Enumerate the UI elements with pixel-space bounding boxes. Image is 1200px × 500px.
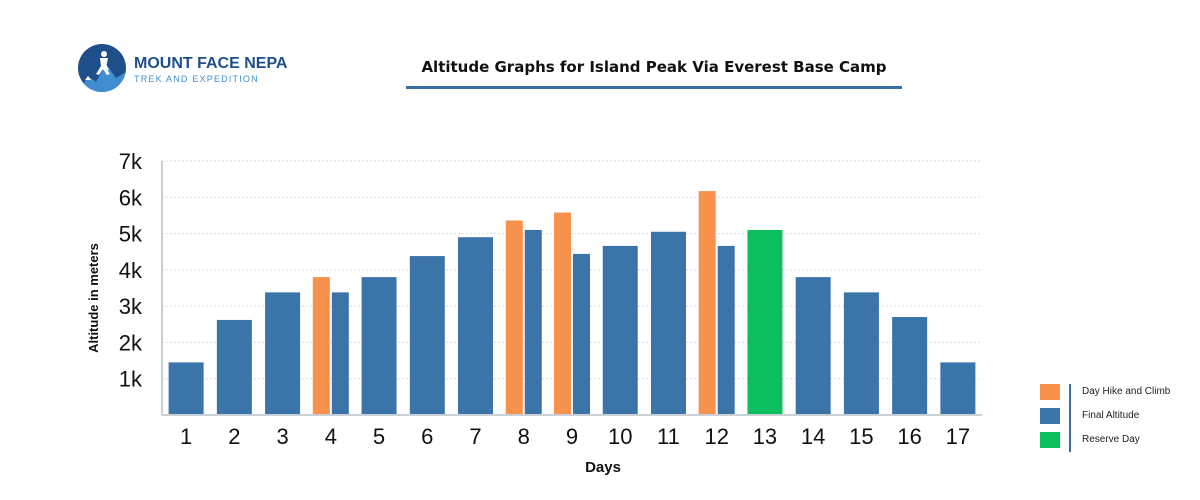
legend: Day Hike and Climb Final Altitude Reserv… bbox=[1040, 380, 1200, 452]
x-tick-label: 8 bbox=[518, 424, 530, 449]
y-axis-label: Altitude in meters bbox=[86, 243, 101, 353]
x-axis-label: Days bbox=[585, 459, 621, 476]
x-tick-label: 10 bbox=[608, 424, 632, 449]
axes bbox=[161, 161, 982, 416]
bar-final-altitude-8 bbox=[524, 229, 542, 415]
bar-final-altitude-7 bbox=[458, 237, 494, 415]
x-tick-label: 15 bbox=[849, 424, 873, 449]
x-tick-label: 13 bbox=[753, 424, 777, 449]
logo-climber-icon bbox=[101, 51, 107, 57]
bar-final-altitude-1 bbox=[168, 362, 204, 415]
bar-day-hike-12 bbox=[698, 191, 716, 415]
bar-final-altitude-6 bbox=[409, 256, 445, 415]
brand-logo: MOUNT FACE NEPAL TREK AND EXPEDITION bbox=[78, 42, 297, 94]
bar-reserve-day-13 bbox=[747, 229, 783, 415]
bar-day-hike-4 bbox=[312, 277, 330, 415]
x-tick-label: 7 bbox=[469, 424, 481, 449]
bar-final-altitude-12 bbox=[717, 245, 735, 415]
x-tick-label: 5 bbox=[373, 424, 385, 449]
bar-final-altitude-4 bbox=[331, 292, 349, 415]
y-tick-label: 4k bbox=[119, 258, 143, 283]
bars bbox=[168, 191, 976, 415]
x-tick-label: 12 bbox=[704, 424, 728, 449]
chart-title: Altitude Graphs for Island Peak Via Ever… bbox=[421, 58, 887, 76]
bar-final-altitude-3 bbox=[265, 292, 301, 415]
x-tick-label: 4 bbox=[325, 424, 337, 449]
legend-label-final-altitude: Final Altitude bbox=[1082, 410, 1140, 421]
bar-final-altitude-9 bbox=[573, 253, 590, 415]
x-tick-label: 1 bbox=[180, 424, 192, 449]
legend-swatch-day-hike bbox=[1040, 384, 1060, 400]
x-tick-label: 6 bbox=[421, 424, 433, 449]
bar-final-altitude-16 bbox=[892, 317, 928, 415]
legend-label-reserve-day: Reserve Day bbox=[1082, 434, 1140, 445]
legend-swatch-final-altitude bbox=[1040, 408, 1060, 424]
y-tick-label: 5k bbox=[119, 222, 143, 247]
bar-final-altitude-10 bbox=[602, 245, 638, 415]
x-tick-label: 16 bbox=[897, 424, 921, 449]
bar-final-altitude-5 bbox=[361, 277, 397, 415]
y-tick-label: 1k bbox=[119, 367, 143, 392]
y-tick-label: 3k bbox=[119, 294, 143, 319]
bar-final-altitude-2 bbox=[216, 319, 252, 415]
legend-swatch-reserve-day bbox=[1040, 432, 1060, 448]
brand-name: MOUNT FACE NEPAL bbox=[134, 55, 288, 72]
y-tick-label: 2k bbox=[119, 330, 143, 355]
bar-final-altitude-17 bbox=[940, 362, 976, 415]
x-tick-label: 14 bbox=[801, 424, 825, 449]
bar-final-altitude-11 bbox=[650, 231, 686, 415]
brand-tagline: TREK AND EXPEDITION bbox=[134, 74, 259, 84]
title-underline bbox=[406, 86, 902, 89]
x-tick-label: 11 bbox=[657, 424, 680, 449]
y-tick-label: 6k bbox=[119, 185, 143, 210]
legend-label-day-hike: Day Hike and Climb bbox=[1082, 386, 1171, 397]
y-tick-label: 7k bbox=[119, 149, 143, 174]
legend-divider bbox=[1069, 384, 1071, 452]
logo-mountain bbox=[78, 64, 126, 92]
bar-final-altitude-14 bbox=[795, 277, 831, 415]
bar-day-hike-8 bbox=[505, 220, 523, 415]
bar-day-hike-9 bbox=[554, 212, 571, 415]
bar-final-altitude-15 bbox=[843, 292, 879, 415]
x-tick-label: 3 bbox=[276, 424, 288, 449]
x-tick-label: 2 bbox=[228, 424, 240, 449]
x-tick-label: 9 bbox=[566, 424, 578, 449]
x-tick-label: 17 bbox=[946, 424, 970, 449]
